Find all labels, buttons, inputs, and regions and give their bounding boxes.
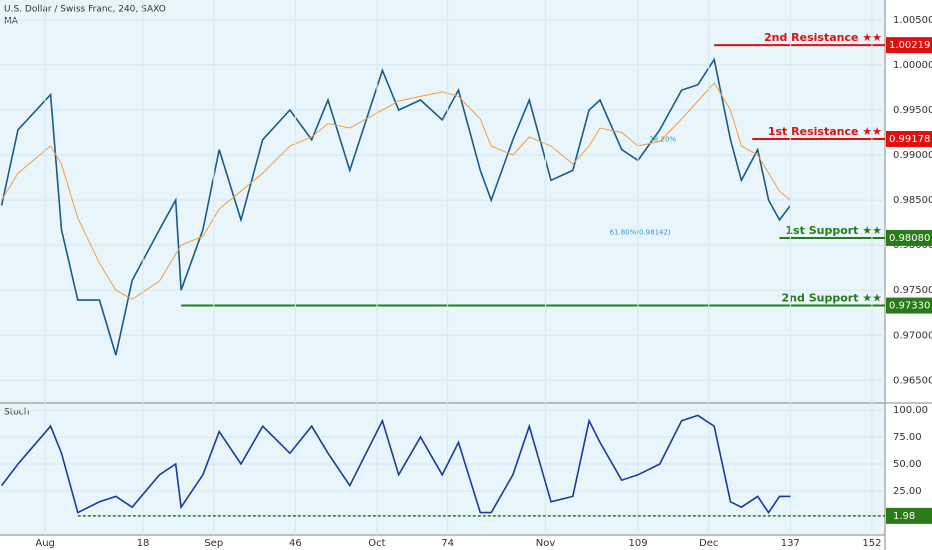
y-tick-label: 0.97500 xyxy=(893,285,932,296)
price-tag xyxy=(886,130,932,147)
level-label: 1st Resistance ★★ xyxy=(768,125,882,138)
x-tick-label: Aug xyxy=(35,538,55,549)
series-line xyxy=(1,82,791,300)
price-tag xyxy=(886,229,932,246)
x-tick-label: Oct xyxy=(368,538,385,549)
fib-label: 38.20% xyxy=(649,136,676,144)
y-tick-label: 50.00 xyxy=(893,459,922,470)
level-label: 2nd Resistance ★★ xyxy=(764,31,882,44)
level-label: 2nd Support ★★ xyxy=(782,292,883,305)
price-tag-label: 0.98080 xyxy=(889,233,930,244)
x-tick-label: Sep xyxy=(204,538,223,549)
series-line xyxy=(0,57,792,356)
price-tag xyxy=(886,37,932,54)
x-tick-label: 137 xyxy=(781,538,800,549)
y-tick-label: 0.99000 xyxy=(893,150,932,161)
x-tick-label: 109 xyxy=(629,538,648,549)
price-tag-label: 1.98 xyxy=(893,511,915,522)
y-tick-label: 0.97000 xyxy=(893,330,932,341)
x-tick-label: Dec xyxy=(699,538,718,549)
price-tag-label: 1.00219 xyxy=(889,40,930,51)
price-tag-label: 0.99178 xyxy=(889,134,930,145)
y-tick-label: 75.00 xyxy=(893,432,922,443)
series-line xyxy=(0,414,791,515)
pane-title: Stoch xyxy=(4,408,29,418)
time-axis xyxy=(0,535,885,550)
x-tick-label: 74 xyxy=(441,538,454,549)
price-tag xyxy=(886,297,932,314)
plot-background xyxy=(0,0,885,535)
level-label: 1st Support ★★ xyxy=(785,224,882,237)
x-tick-label: 152 xyxy=(862,538,881,549)
x-tick-label: 18 xyxy=(137,538,150,549)
price-axis xyxy=(885,0,932,550)
y-tick-label: 1.00500 xyxy=(893,15,932,26)
y-tick-label: 0.96500 xyxy=(893,375,932,386)
y-tick-label: 25.00 xyxy=(893,486,922,497)
x-tick-label: Nov xyxy=(536,538,556,549)
y-tick-label: 0.99500 xyxy=(893,105,932,116)
price-tag xyxy=(886,507,932,524)
price-tag-label: 0.97330 xyxy=(889,301,930,312)
fib-label: 61.80%(0.98142) xyxy=(610,229,671,237)
y-tick-label: 0.98500 xyxy=(893,195,932,206)
chart-title: U.S. Dollar / Swiss Franc, 240, SAXO xyxy=(4,5,166,15)
y-tick-label: 1.00000 xyxy=(893,60,932,71)
x-tick-label: 46 xyxy=(289,538,302,549)
indicator-label: MA xyxy=(4,17,19,27)
y-tick-label: 100.00 xyxy=(893,405,928,416)
